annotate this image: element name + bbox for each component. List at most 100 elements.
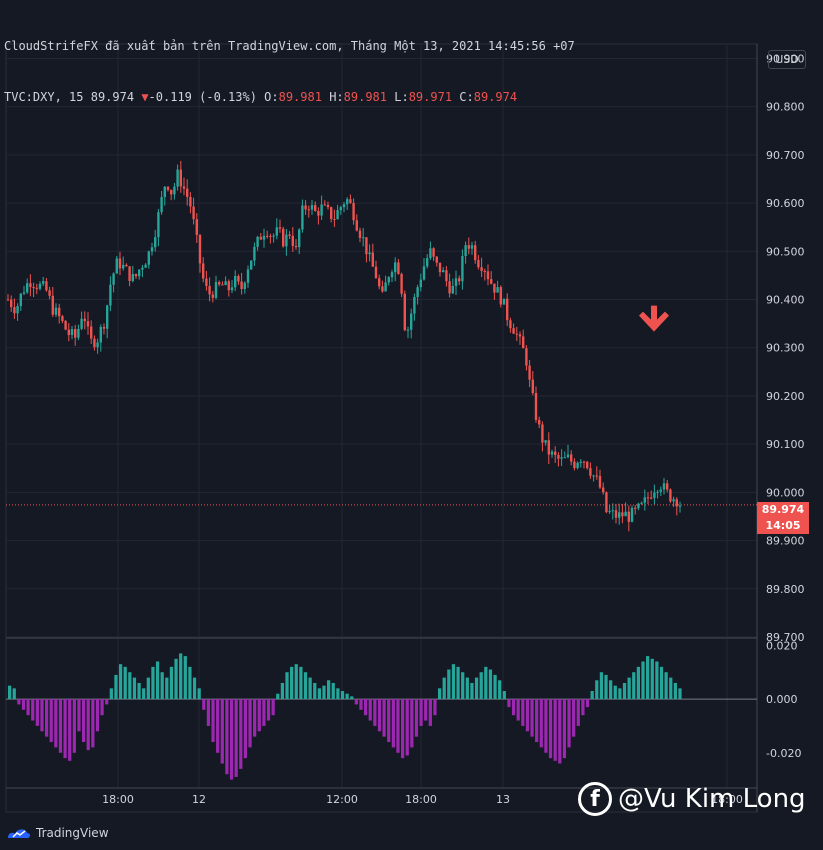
histogram-bar (197, 688, 201, 700)
histogram-bar (303, 672, 308, 700)
histogram-bar (646, 656, 650, 700)
candle-body (634, 507, 637, 509)
candle-body (518, 334, 522, 337)
histogram-bar (350, 696, 354, 700)
histogram-bar (609, 680, 613, 700)
histogram-bar (26, 699, 30, 716)
histogram-bar (562, 699, 567, 759)
candle-body (32, 286, 35, 288)
time-tick-label: 18:00 (405, 793, 437, 806)
histogram-bar (368, 699, 372, 721)
histogram-bar (280, 682, 285, 700)
candle-body (390, 272, 394, 278)
histogram-bar (202, 699, 206, 710)
histogram-bar (211, 699, 215, 743)
candle-body (483, 271, 486, 273)
time-tick-label: 13 (496, 793, 510, 806)
candle-body (589, 468, 592, 476)
candle-body (406, 329, 410, 331)
chart-header: CloudStrifeFX đã xuất bản trên TradingVi… (4, 4, 575, 123)
histogram-bar (405, 699, 409, 756)
price-tag: 89.974 14:05 (757, 502, 809, 534)
candle-body (522, 336, 525, 349)
histogram-bar (525, 699, 530, 732)
candle-body (154, 237, 157, 248)
publish-info: CloudStrifeFX đã xuất bản trên TradingVi… (4, 39, 575, 53)
candle-body (643, 497, 646, 503)
histogram-bar (498, 680, 502, 700)
candle-body (291, 235, 294, 246)
candle-body (186, 188, 189, 197)
candle-body (618, 512, 621, 518)
candle-body (144, 264, 147, 268)
currency-button[interactable]: USD (768, 50, 806, 69)
candle-body (13, 307, 16, 314)
chart-canvas[interactable]: 90.900 90.800 90.700 90.600 90.500 90.400 90.3… (0, 0, 823, 820)
candle-body (506, 298, 509, 321)
candle-body (442, 270, 445, 273)
histogram-bar (179, 653, 183, 700)
candle-body (214, 282, 218, 298)
histogram-bar (659, 666, 664, 700)
histogram-bar (63, 699, 67, 759)
histogram-bar (253, 699, 257, 737)
last-price: 89.974 (90, 90, 135, 104)
candle-body (218, 282, 221, 285)
candle-body (272, 235, 275, 237)
histogram-bar (650, 658, 654, 700)
histogram-tick-label: -0.020 (766, 747, 801, 760)
histogram-bar (632, 672, 636, 700)
candle-body (611, 510, 614, 512)
candle-body (486, 271, 490, 280)
histogram-bar (539, 699, 543, 748)
candle-body (294, 245, 298, 248)
histogram-bar (81, 699, 86, 743)
candle-body (134, 274, 138, 277)
candle-body (166, 186, 170, 190)
candle-body (678, 505, 682, 507)
candle-body (192, 206, 195, 220)
candle-body (26, 283, 29, 293)
candle-body (666, 483, 669, 490)
candle-body (288, 234, 291, 236)
candle-body (51, 295, 54, 315)
candle-body (202, 263, 205, 279)
histogram-bar (188, 666, 192, 700)
candle-body (480, 267, 483, 272)
histogram-bar (290, 666, 294, 700)
candle-body (595, 475, 598, 477)
histogram-bar (474, 677, 479, 700)
histogram-bar (669, 677, 673, 700)
histogram-bar (377, 699, 382, 732)
histogram-bar (382, 699, 386, 737)
candle-body (371, 252, 374, 267)
histogram-bar (507, 699, 511, 708)
candle-body (301, 205, 304, 230)
time-tick-label: 12 (192, 793, 206, 806)
candle-body (630, 507, 634, 522)
candle-body (646, 497, 650, 499)
candle-body (422, 266, 426, 280)
candle-body (45, 281, 48, 291)
candle-body (160, 197, 163, 213)
candle-body (374, 266, 378, 279)
candle-body (74, 329, 77, 338)
candle-body (566, 454, 570, 458)
down-arrow-annotation (639, 305, 669, 332)
candle-body (413, 297, 416, 314)
candle-body (317, 211, 320, 216)
candle-body (176, 169, 179, 187)
histogram-bar (248, 699, 252, 748)
candle-body (243, 282, 246, 290)
histogram-bar (428, 699, 432, 726)
candle-body (496, 287, 499, 293)
candle-body (675, 499, 678, 507)
candle-body (198, 234, 202, 264)
candle-body (614, 510, 618, 518)
candle-body (512, 328, 515, 334)
histogram-bar (359, 699, 363, 710)
candle-body (54, 307, 58, 315)
histogram-bar (400, 699, 405, 759)
tradingview-link[interactable]: TradingView (6, 826, 109, 840)
candle-body (419, 279, 422, 288)
